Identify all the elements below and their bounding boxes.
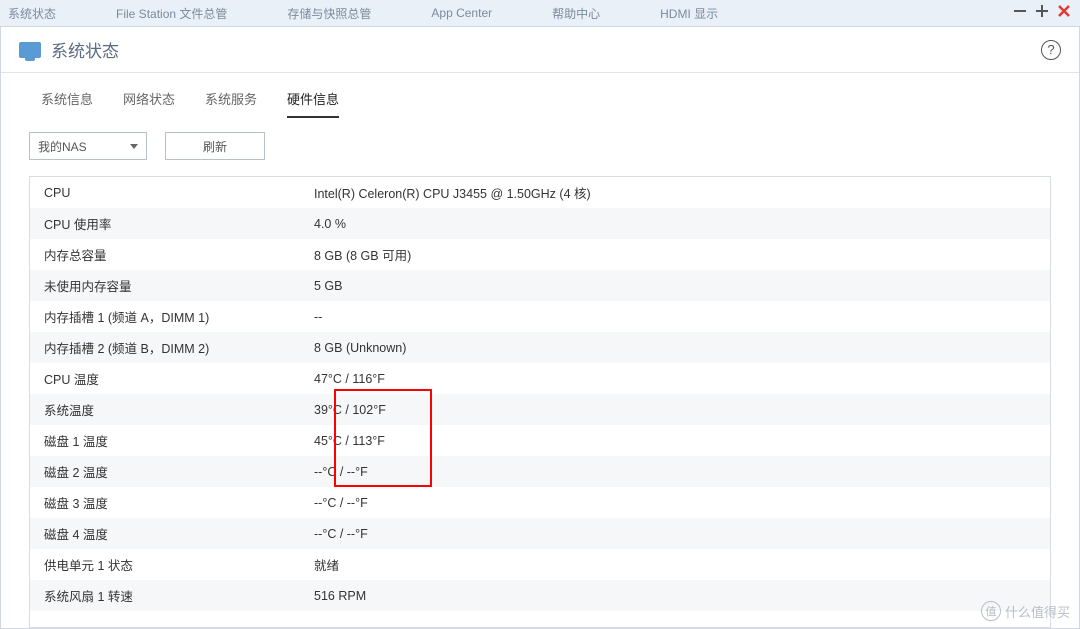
row-label: 未使用内存容量 [30,276,310,295]
table-row: 内存插槽 2 (频道 B，DIMM 2)8 GB (Unknown) [30,332,1050,363]
row-value: 39°C / 102°F [310,403,1050,417]
table-row: 磁盘 1 温度45°C / 113°F [30,425,1050,456]
toolbar: 我的NAS 刷新 [1,118,1079,170]
taskbar-item[interactable]: App Center [431,6,492,20]
row-label: 磁盘 1 温度 [30,431,310,450]
row-value: 47°C / 116°F [310,372,1050,386]
maximize-icon[interactable] [1034,3,1050,19]
taskbar-item[interactable]: HDMI 显示 [660,5,718,22]
tab-network-status[interactable]: 网络状态 [123,89,175,118]
row-label: 磁盘 3 温度 [30,493,310,512]
system-status-window: 系统状态 ? 系统信息 网络状态 系统服务 硬件信息 我的NAS 刷新 CPUI… [0,26,1080,629]
window-titlebar: 系统状态 ? [1,27,1079,73]
taskbar-item[interactable]: 存储与快照总管 [287,5,371,22]
desktop-taskbar: 系统状态 File Station 文件总管 存储与快照总管 App Cente… [0,0,1080,26]
row-value: 516 RPM [310,589,1050,603]
row-value: --°C / --°F [310,465,1050,479]
row-value: 8 GB (Unknown) [310,341,1050,355]
table-row: CPU 温度47°C / 116°F [30,363,1050,394]
row-value: 4.0 % [310,217,1050,231]
nas-selector-dropdown[interactable]: 我的NAS [29,132,147,160]
chevron-down-icon [130,144,138,149]
taskbar-item[interactable]: 帮助中心 [552,5,600,22]
minimize-icon[interactable] [1012,3,1028,19]
row-value: --°C / --°F [310,527,1050,541]
close-icon[interactable] [1056,3,1072,19]
tab-system-info[interactable]: 系统信息 [41,89,93,118]
row-label: 内存插槽 2 (频道 B，DIMM 2) [30,338,310,357]
row-label: CPU [30,186,310,200]
tab-system-services[interactable]: 系统服务 [205,89,257,118]
row-label: 内存插槽 1 (频道 A，DIMM 1) [30,307,310,326]
hardware-info-table: CPUIntel(R) Celeron(R) CPU J3455 @ 1.50G… [29,176,1051,628]
monitor-icon [19,42,41,58]
row-value: 45°C / 113°F [310,434,1050,448]
table-row: 内存总容量8 GB (8 GB 可用) [30,239,1050,270]
table-row: 系统温度39°C / 102°F [30,394,1050,425]
table-row: 系统风扇 1 转速516 RPM [30,580,1050,611]
row-label: 供电单元 1 状态 [30,555,310,574]
row-label: 系统风扇 1 转速 [30,586,310,605]
table-row: CPU 使用率4.0 % [30,208,1050,239]
row-value: 8 GB (8 GB 可用) [310,245,1050,264]
table-row: CPUIntel(R) Celeron(R) CPU J3455 @ 1.50G… [30,177,1050,208]
tab-bar: 系统信息 网络状态 系统服务 硬件信息 [1,73,1079,118]
table-row: 磁盘 4 温度--°C / --°F [30,518,1050,549]
row-label: CPU 温度 [30,369,310,388]
row-value: Intel(R) Celeron(R) CPU J3455 @ 1.50GHz … [310,183,1050,202]
row-label: 内存总容量 [30,245,310,264]
table-row: 磁盘 2 温度--°C / --°F [30,456,1050,487]
table-row: 磁盘 3 温度--°C / --°F [30,487,1050,518]
refresh-button[interactable]: 刷新 [165,132,265,160]
row-value: 就绪 [310,555,1050,574]
row-label: 磁盘 2 温度 [30,462,310,481]
row-value: --°C / --°F [310,496,1050,510]
taskbar-item[interactable]: File Station 文件总管 [116,5,227,22]
row-value: 5 GB [310,279,1050,293]
row-label: 系统温度 [30,400,310,419]
table-row: 供电单元 1 状态就绪 [30,549,1050,580]
taskbar-item[interactable]: 系统状态 [8,5,56,22]
window-title: 系统状态 [51,37,119,62]
row-value: -- [310,310,1050,324]
table-row: 未使用内存容量5 GB [30,270,1050,301]
table-row: 内存插槽 1 (频道 A，DIMM 1)-- [30,301,1050,332]
tab-hardware-info[interactable]: 硬件信息 [287,89,339,118]
row-label: 磁盘 4 温度 [30,524,310,543]
row-label: CPU 使用率 [30,214,310,233]
help-icon[interactable]: ? [1041,40,1061,60]
dropdown-selected-label: 我的NAS [38,138,87,155]
